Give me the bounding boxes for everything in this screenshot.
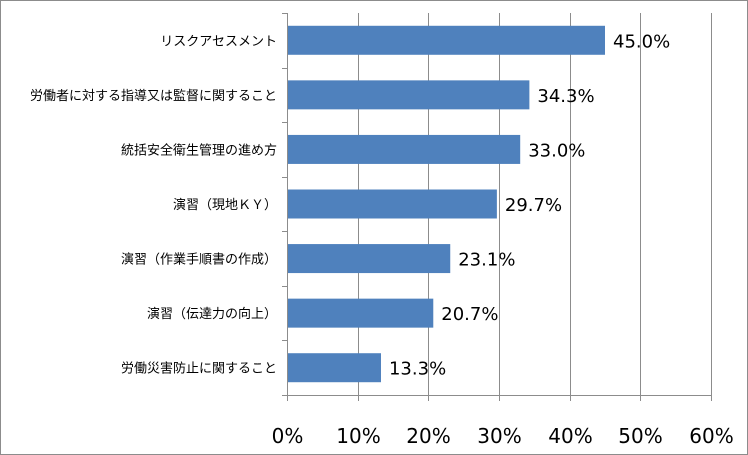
x-tick-label: 20% xyxy=(406,424,450,448)
category-label: 演習（伝達力の向上） xyxy=(147,306,277,322)
category-label: 労働災害防止に関すること xyxy=(121,361,277,377)
bar xyxy=(288,189,497,219)
bar xyxy=(288,80,530,110)
data-label: 45.0% xyxy=(613,31,670,52)
category-labels: リスクアセスメント労働者に対する指導又は監督に関すること統括安全衛生管理の進め方… xyxy=(30,34,277,376)
bars xyxy=(288,25,605,383)
category-label: 演習（現地ＫＹ） xyxy=(173,197,277,213)
x-tick-label: 50% xyxy=(618,424,662,448)
gridlines xyxy=(358,13,712,395)
category-label: 統括安全衛生管理の進め方 xyxy=(121,142,277,158)
x-tick-label: 60% xyxy=(689,424,733,448)
category-label: リスクアセスメント xyxy=(160,34,277,49)
bar xyxy=(288,134,521,164)
x-tick-labels: 0% 10% 20% 30% 40% 50% 60% xyxy=(272,424,734,448)
data-labels: 45.0% 34.3% 33.0% 29.7% 23.1% 20.7% 13.3% xyxy=(389,31,670,379)
data-label: 29.7% xyxy=(505,195,562,216)
category-label: 演習（作業手順書の作成） xyxy=(121,252,277,268)
bar xyxy=(288,25,605,55)
axes xyxy=(282,13,712,401)
x-tick-label: 0% xyxy=(272,424,304,448)
x-tick-label: 30% xyxy=(477,424,521,448)
data-label: 34.3% xyxy=(537,86,594,107)
bar xyxy=(288,244,451,274)
data-label: 23.1% xyxy=(458,250,515,271)
bar xyxy=(288,353,381,383)
data-label: 20.7% xyxy=(441,304,498,325)
data-label: 33.0% xyxy=(528,140,585,161)
x-tick-label: 40% xyxy=(548,424,592,448)
data-label: 13.3% xyxy=(389,359,446,380)
category-label: 労働者に対する指導又は監督に関すること xyxy=(30,88,277,104)
bar xyxy=(288,298,434,328)
x-tick-label: 10% xyxy=(336,424,380,448)
